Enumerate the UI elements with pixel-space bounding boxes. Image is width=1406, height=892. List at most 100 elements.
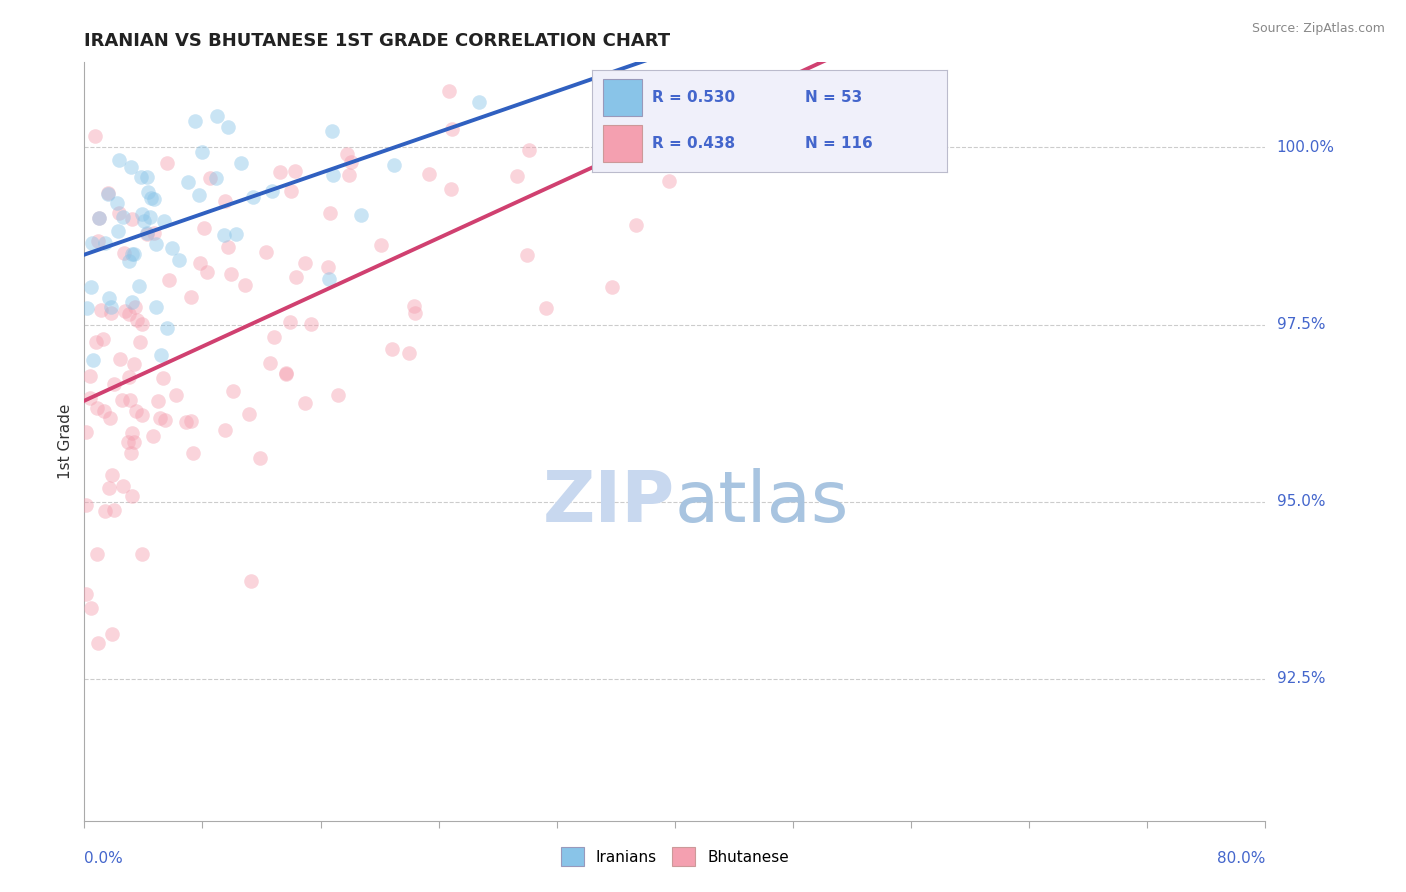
Legend: Iranians, Bhutanese: Iranians, Bhutanese: [561, 847, 789, 866]
Point: [118, 307, 141, 321]
Point: [254, 245, 277, 260]
Point: [121, 489, 143, 503]
Point: [84, 335, 107, 350]
Point: [112, 246, 135, 260]
Point: [86, 401, 108, 415]
Point: [187, 187, 209, 202]
Point: [517, 144, 540, 158]
Point: [506, 169, 529, 184]
Point: [269, 165, 291, 179]
Point: [437, 84, 460, 98]
Point: [145, 300, 167, 314]
Point: [135, 226, 157, 240]
Point: [121, 425, 143, 440]
Point: [671, 84, 693, 98]
Point: [97, 481, 120, 495]
Point: [149, 411, 172, 425]
Point: [124, 357, 146, 371]
Point: [105, 195, 128, 210]
Point: [217, 239, 239, 253]
Point: [131, 409, 153, 423]
Point: [214, 424, 236, 438]
Point: [222, 384, 245, 398]
Point: [129, 169, 152, 184]
Point: [138, 211, 160, 225]
Point: [624, 219, 647, 233]
Point: [153, 213, 176, 227]
Point: [249, 450, 271, 465]
Point: [239, 574, 262, 588]
Text: 0.0%: 0.0%: [84, 851, 124, 866]
Point: [89, 211, 111, 225]
Point: [107, 224, 129, 238]
Point: [381, 342, 404, 356]
Point: [280, 184, 302, 198]
Point: [122, 247, 145, 261]
Point: [165, 388, 187, 402]
Point: [339, 155, 361, 169]
Text: 95.0%: 95.0%: [1277, 494, 1324, 509]
Point: [86, 547, 108, 561]
Point: [132, 214, 155, 228]
Point: [117, 435, 139, 450]
Point: [516, 248, 538, 262]
Point: [152, 371, 174, 385]
Point: [205, 109, 228, 123]
Point: [710, 84, 733, 98]
Point: [122, 435, 145, 450]
Point: [276, 367, 298, 381]
Point: [316, 260, 339, 275]
Point: [80, 280, 103, 294]
Point: [242, 190, 264, 204]
Point: [125, 404, 148, 418]
Point: [131, 317, 153, 331]
Point: [94, 235, 117, 250]
Point: [675, 84, 697, 98]
Point: [398, 345, 420, 359]
Point: [181, 446, 204, 460]
Point: [100, 468, 122, 483]
Point: [75, 587, 97, 601]
Point: [262, 184, 284, 198]
Point: [177, 175, 200, 189]
Point: [404, 300, 426, 314]
Point: [337, 168, 360, 182]
Point: [318, 206, 340, 220]
Point: [467, 95, 489, 109]
Point: [441, 121, 464, 136]
Point: [82, 353, 104, 368]
Text: 97.5%: 97.5%: [1277, 318, 1324, 332]
Point: [350, 208, 373, 222]
Point: [638, 84, 661, 98]
Point: [87, 234, 110, 248]
Point: [233, 277, 256, 292]
Point: [87, 636, 110, 650]
Point: [294, 256, 316, 270]
Text: 100.0%: 100.0%: [1277, 140, 1334, 155]
Point: [128, 279, 150, 293]
Point: [195, 265, 218, 279]
Point: [188, 256, 211, 270]
Point: [212, 227, 235, 242]
Point: [156, 156, 179, 170]
Point: [121, 295, 143, 310]
Point: [200, 171, 222, 186]
Point: [214, 194, 236, 209]
Point: [112, 210, 135, 224]
Point: [180, 414, 202, 428]
Point: [136, 227, 159, 241]
Point: [167, 252, 190, 267]
Point: [335, 147, 357, 161]
Point: [143, 192, 166, 206]
Point: [98, 411, 121, 425]
Point: [817, 84, 839, 98]
Text: 80.0%: 80.0%: [1218, 851, 1265, 866]
Point: [79, 391, 101, 405]
Point: [321, 124, 343, 138]
Point: [120, 160, 142, 174]
Point: [121, 246, 143, 260]
Point: [75, 498, 97, 512]
Point: [93, 404, 115, 418]
Point: [118, 370, 141, 384]
Point: [97, 186, 120, 200]
